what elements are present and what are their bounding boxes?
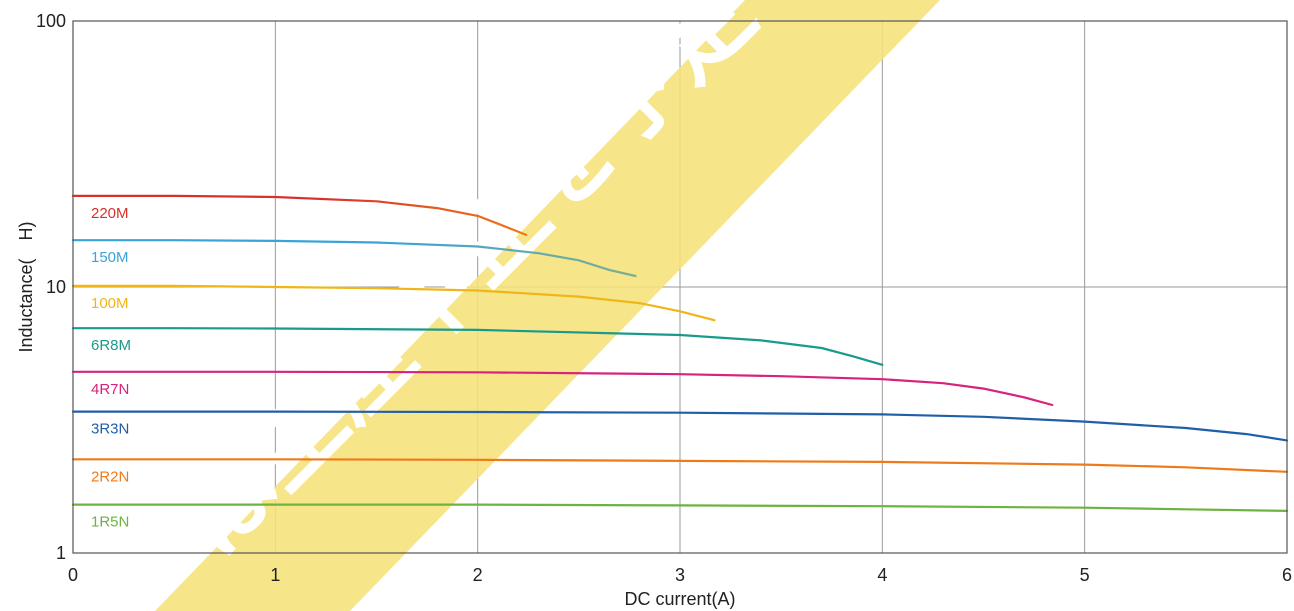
series-line-6r8m: [71, 327, 884, 366]
y-tick-label: 1: [56, 543, 66, 563]
watermark: は生産中止を予定: [154, 0, 940, 611]
x-tick-label: 2: [473, 565, 483, 585]
series-label-4r7n: 4R7N: [91, 381, 129, 398]
series-label-150m: 150M: [91, 249, 129, 266]
series-label-2r2n: 2R2N: [91, 468, 129, 485]
series-label-100m: 100M: [91, 295, 129, 312]
x-tick-label: 1: [270, 565, 280, 585]
series-line-150m: [71, 239, 637, 278]
series-label-220m: 220M: [91, 205, 129, 222]
series-labels: 220M 150M 100M 6R8M 4R7N 3R3N 2R2N 1R5N: [91, 205, 131, 531]
y-tick-label: 10: [46, 277, 66, 297]
x-tick-label: 6: [1282, 565, 1292, 585]
x-axis-title: DC current(A): [624, 589, 735, 609]
watermark-band: [155, 0, 940, 611]
series-label-1r5n: 1R5N: [91, 514, 129, 531]
series-line-3r3n: [71, 410, 1289, 442]
series-line-220m: [71, 194, 528, 236]
x-tick-label: 0: [68, 565, 78, 585]
y-tick-label: 100: [36, 11, 66, 31]
series-line-2r2n: [71, 458, 1289, 473]
series-line-1r5n: [71, 503, 1289, 512]
series-lines: [71, 194, 1289, 512]
series-line-4r7n: [71, 370, 1054, 407]
x-tick-label: 3: [675, 565, 685, 585]
series-label-6r8m: 6R8M: [91, 337, 131, 354]
series-label-3r3n: 3R3N: [91, 421, 129, 438]
x-tick-label: 4: [877, 565, 887, 585]
series-line-100m: [71, 284, 716, 322]
x-tick-label: 5: [1080, 565, 1090, 585]
plot-frame: [72, 20, 1288, 554]
y-axis-title: Inductance( H): [16, 221, 36, 352]
